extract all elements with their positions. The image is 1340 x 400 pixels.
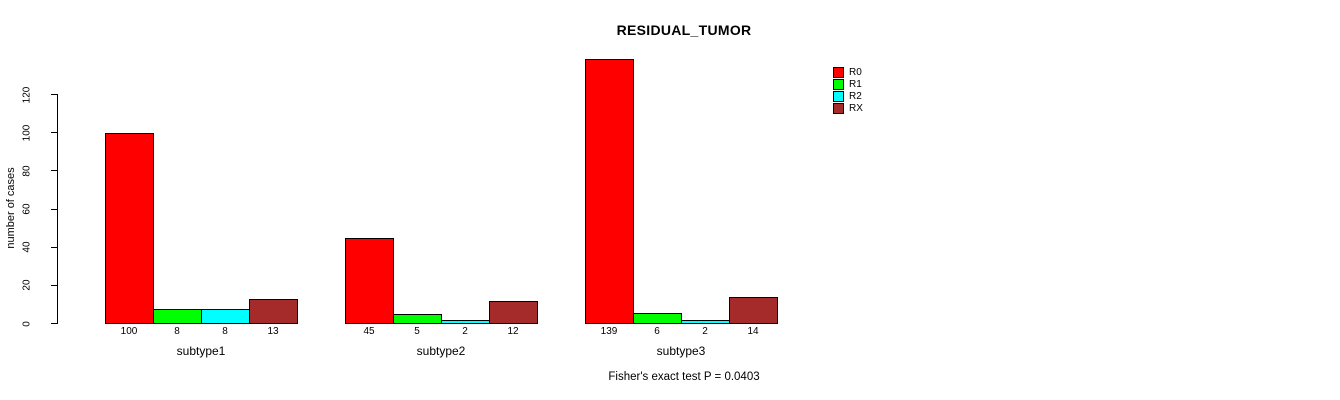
y-tick-mark [51, 94, 58, 96]
bar-value-label: 139 [600, 326, 618, 337]
y-tick-mark [51, 246, 58, 248]
bar-RX-subtype3 [729, 296, 778, 324]
y-tick-mark [51, 323, 58, 324]
y-tick-label: 40 [21, 241, 33, 253]
bar-R2-subtype2 [441, 319, 490, 324]
y-axis-title: number of cases [5, 167, 17, 249]
group-label-subtype1: subtype1 [176, 344, 226, 358]
bar-value-label: 100 [120, 326, 138, 337]
bar-R2-subtype1 [201, 308, 250, 324]
bar-value-label: 6 [654, 326, 660, 337]
annotation-text: Fisher's exact test P = 0.0403 [608, 371, 760, 383]
y-tick-mark [51, 170, 58, 172]
y-tick-mark [51, 284, 58, 286]
chart-title: RESIDUAL_TUMOR [616, 22, 752, 38]
bar-value-label: 5 [414, 326, 420, 337]
legend-item-RX: RX [833, 103, 863, 114]
y-tick-mark [51, 208, 58, 210]
legend-swatch-icon [833, 67, 844, 78]
bar-value-label: 12 [507, 326, 519, 337]
y-tick-label: 20 [21, 279, 33, 291]
legend-swatch-icon [833, 103, 844, 114]
bar-R0-subtype1 [105, 132, 154, 324]
legend-label: R2 [849, 91, 862, 102]
bar-value-label: 8 [174, 326, 180, 337]
bar-R1-subtype1 [153, 308, 202, 324]
bar-RX-subtype2 [489, 300, 538, 324]
bar-value-label: 2 [462, 326, 468, 337]
bar-R1-subtype3 [633, 312, 682, 324]
y-tick-label: 100 [21, 124, 33, 142]
bar-R1-subtype2 [393, 313, 442, 324]
bar-R2-subtype3 [681, 319, 730, 324]
y-tick-label: 120 [21, 86, 33, 103]
bar-value-label: 8 [222, 326, 228, 337]
bar-R0-subtype3 [585, 58, 634, 324]
legend-label: RX [849, 103, 863, 114]
y-tick-mark [51, 132, 58, 134]
bar-value-label: 45 [363, 326, 375, 337]
bar-value-label: 14 [747, 326, 759, 337]
legend-label: R0 [849, 67, 862, 78]
legend-swatch-icon [833, 91, 844, 102]
y-tick-label: 80 [21, 165, 33, 177]
legend-swatch-icon [833, 79, 844, 90]
group-label-subtype2: subtype2 [416, 344, 466, 358]
bar-value-label: 2 [702, 326, 708, 337]
bar-R0-subtype2 [345, 237, 394, 324]
legend-item-R1: R1 [833, 79, 862, 90]
legend-item-R0: R0 [833, 67, 862, 78]
y-tick-label: 0 [21, 320, 33, 327]
legend-label: R1 [849, 79, 862, 90]
legend-item-R2: R2 [833, 91, 862, 102]
group-label-subtype3: subtype3 [656, 344, 706, 358]
bar-value-label: 13 [267, 326, 279, 337]
bar-RX-subtype1 [249, 298, 298, 324]
y-tick-label: 60 [21, 203, 33, 215]
